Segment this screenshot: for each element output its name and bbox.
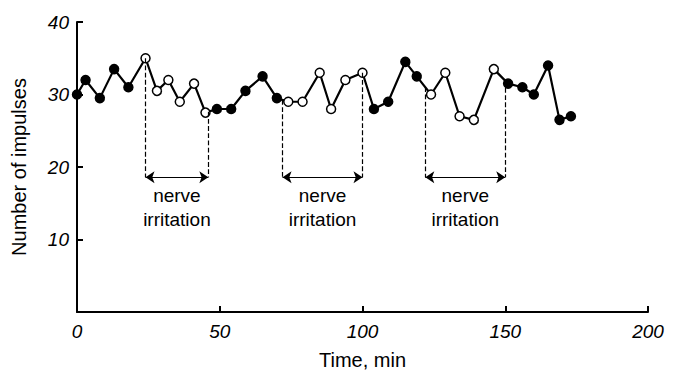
svg-text:30: 30 xyxy=(48,84,70,105)
svg-text:40: 40 xyxy=(48,12,70,33)
svg-text:nerve: nerve xyxy=(299,185,347,206)
svg-text:0: 0 xyxy=(72,321,83,342)
svg-text:nerve: nerve xyxy=(153,185,201,206)
svg-text:irritation: irritation xyxy=(431,209,499,230)
svg-text:nerve: nerve xyxy=(442,185,490,206)
svg-text:20: 20 xyxy=(47,157,70,178)
svg-text:10: 10 xyxy=(48,229,70,250)
svg-text:150: 150 xyxy=(489,321,521,342)
svg-text:Number of impulses: Number of impulses xyxy=(8,78,30,256)
svg-text:100: 100 xyxy=(347,321,379,342)
svg-text:irritation: irritation xyxy=(289,209,357,230)
svg-text:irritation: irritation xyxy=(143,209,211,230)
svg-text:200: 200 xyxy=(631,321,664,342)
svg-text:50: 50 xyxy=(209,321,231,342)
svg-text:Time, min: Time, min xyxy=(319,349,406,371)
